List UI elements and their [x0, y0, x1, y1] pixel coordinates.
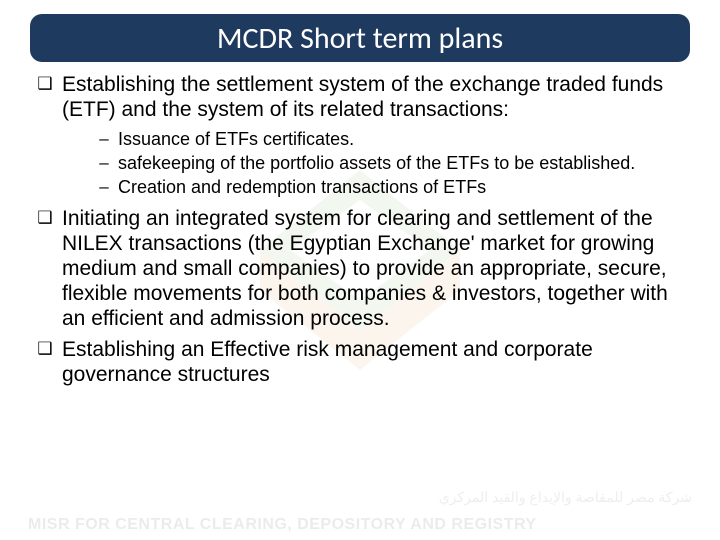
bullet-text: Establishing an Effective risk managemen… [62, 337, 684, 387]
dash-icon: – [90, 128, 118, 150]
sub-item: – Creation and redemption transactions o… [90, 176, 684, 198]
sub-list: – Issuance of ETFs certificates. – safek… [90, 128, 684, 198]
dash-icon: – [90, 152, 118, 174]
bullet-item: ❑ Establishing an Effective risk managem… [36, 337, 684, 387]
sub-text: Creation and redemption transactions of … [118, 176, 486, 198]
slide: MCDR Short term plans ❑ Establishing the… [0, 0, 720, 540]
sub-text: Issuance of ETFs certificates. [118, 128, 354, 150]
sub-item: – safekeeping of the portfolio assets of… [90, 152, 684, 174]
sub-item: – Issuance of ETFs certificates. [90, 128, 684, 150]
slide-body: ❑ Establishing the settlement system of … [28, 68, 692, 387]
title-bar: MCDR Short term plans [30, 14, 690, 62]
bullet-text: Initiating an integrated system for clea… [62, 206, 684, 331]
sub-text: safekeeping of the portfolio assets of t… [118, 152, 635, 174]
square-bullet-icon: ❑ [36, 206, 54, 230]
dash-icon: – [90, 176, 118, 198]
bullet-text: Establishing the settlement system of th… [62, 72, 684, 122]
slide-title: MCDR Short term plans [217, 20, 503, 57]
bullet-item: ❑ Initiating an integrated system for cl… [36, 206, 684, 331]
square-bullet-icon: ❑ [36, 72, 54, 96]
square-bullet-icon: ❑ [36, 337, 54, 361]
bullet-item: ❑ Establishing the settlement system of … [36, 72, 684, 122]
